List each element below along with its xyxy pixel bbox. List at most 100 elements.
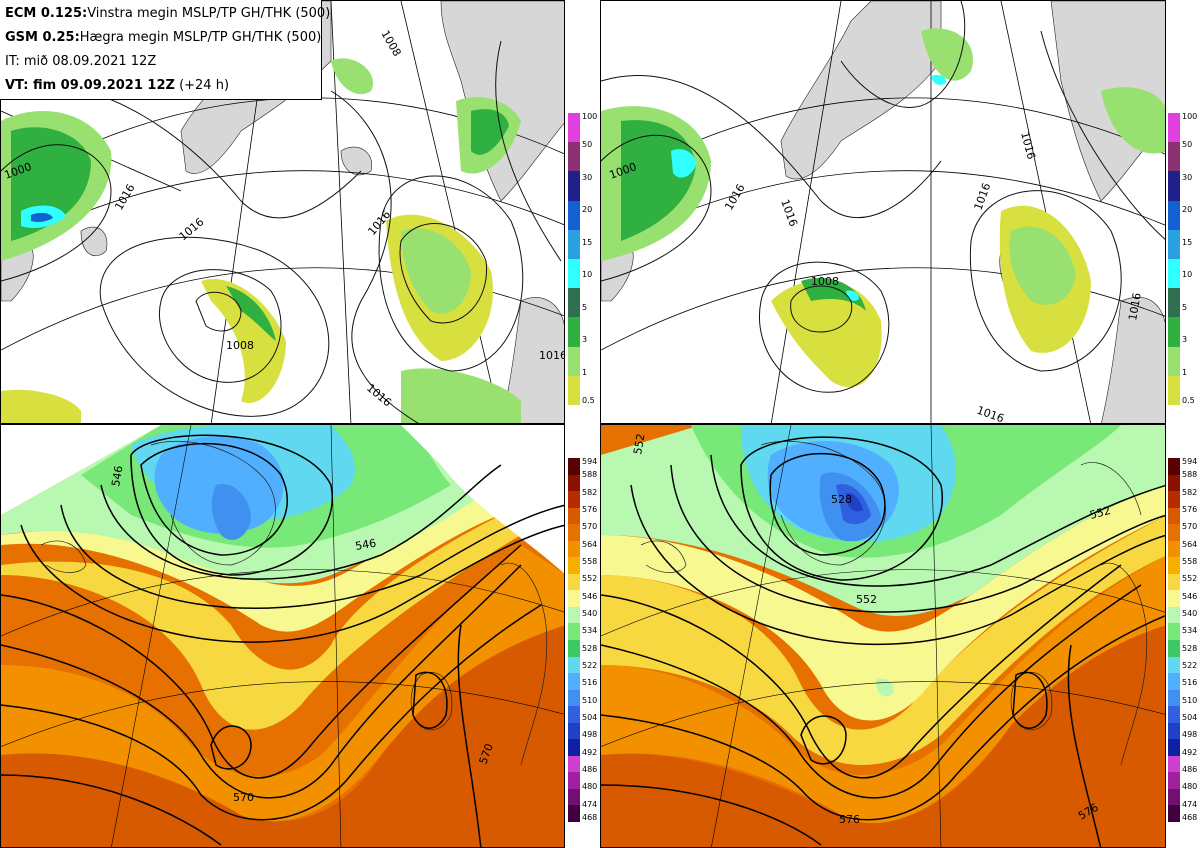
info-line-gsm: GSM 0.25:Hægra megin MSLP/TP GH/THK (500…: [5, 30, 322, 45]
colorbar-swatch: [1168, 171, 1180, 202]
colorbar-label: 480: [582, 782, 598, 792]
colorbar-label: 50: [1182, 140, 1193, 150]
thickness-label: 552: [1088, 504, 1112, 522]
colorbar-swatch: [568, 788, 580, 806]
no-data-area: [1, 425, 161, 515]
colorbar-label: 534: [582, 626, 598, 636]
colorbar-label: 474: [582, 799, 598, 809]
colorbar-swatch: [568, 557, 580, 575]
colorbar-swatch: [568, 722, 580, 740]
isobar-label: 1016: [778, 198, 800, 229]
colorbar-swatch: [568, 805, 580, 823]
thickness-label: 546: [109, 465, 125, 488]
colorbar-swatch: [1168, 259, 1180, 289]
colorbar-swatch: [1168, 346, 1180, 377]
colorbar-swatch: [1168, 474, 1180, 492]
colorbar-swatch: [568, 623, 580, 641]
ecm-mslp-map-canvas: 1000 1008 1016 1016 1016 1008 1016 1016: [1, 1, 565, 423]
colorbar-swatch: [568, 606, 580, 624]
colorbar-swatch: [568, 656, 580, 674]
colorbar-swatch: [1168, 623, 1180, 641]
colorbar-label: 588: [1182, 470, 1198, 480]
colorbar-label: 498: [582, 730, 598, 740]
colorbar-label: 30: [582, 172, 593, 182]
colorbar-label: 30: [1182, 172, 1193, 182]
colorbar-swatch: [568, 317, 580, 348]
colorbar-label: 582: [1182, 487, 1198, 497]
colorbar-label: 5: [582, 302, 588, 312]
colorbar-swatch: [568, 259, 580, 289]
thickness-colorbar-left: 594 588 582 576 570 564 558 552 546 540 534 528 522 5…: [568, 458, 600, 823]
thickness-label: 528: [831, 493, 852, 506]
no-data-area: [401, 425, 564, 574]
colorbar-swatch: [1168, 288, 1180, 318]
graticule: [601, 425, 1165, 847]
colorbar-label: 516: [582, 678, 598, 688]
colorbar-swatch: [568, 772, 580, 790]
colorbar-label: 558: [1182, 557, 1198, 566]
colorbar-swatch: [1168, 656, 1180, 674]
gsm-thickness-map: 552 528 552 552 576 576: [600, 424, 1166, 848]
colorbar-swatch: [1168, 640, 1180, 658]
colorbar-label: 3: [1182, 335, 1188, 345]
colorbar-swatch: [1168, 689, 1180, 707]
gsm-mslp-precip-map: 1000 1016 1016 1016 1008 1016 1016 1016: [600, 0, 1166, 424]
colorbar-label: 558: [582, 557, 598, 566]
colorbar-label: 15: [582, 237, 593, 247]
colorbar-swatch: [568, 540, 580, 558]
colorbar-label: 522: [1182, 661, 1198, 670]
colorbar-label: 10: [1182, 270, 1193, 280]
precipitation-areas: [1, 58, 521, 423]
thickness-fill-570: [601, 625, 1165, 847]
colorbar-label: 564: [1182, 539, 1198, 549]
contour-labels: 546 546 570 570: [109, 465, 496, 804]
thickness-fill-552: [1, 515, 521, 730]
colorbar-label: 468: [1182, 813, 1198, 822]
thickness-label: 552: [856, 593, 877, 606]
colorbar-label: 510: [582, 695, 598, 705]
colorbar-label: 492: [582, 747, 598, 757]
isobar-label: 1016: [177, 215, 207, 243]
colorbar-swatch: [568, 229, 580, 260]
colorbar-swatch: [1168, 317, 1180, 348]
colorbar-swatch: [568, 113, 580, 143]
colorbar-label: 50: [582, 140, 593, 150]
colorbar-label: 546: [582, 591, 598, 601]
colorbar-swatch: [568, 474, 580, 492]
colorbar-label: 498: [1182, 730, 1198, 740]
colorbar-label: 0.5: [582, 396, 595, 405]
thickness-label: 570: [233, 791, 254, 804]
colorbar-label: 100: [1182, 112, 1198, 121]
coastlines: [640, 440, 1148, 766]
colorbar-swatch: [1168, 229, 1180, 260]
colorbar-swatch: [1168, 507, 1180, 525]
colorbar-label: 534: [1182, 626, 1198, 636]
ecm-thickness-map-canvas: 546 546 570 570: [1, 425, 564, 847]
colorbar-swatch: [1168, 706, 1180, 724]
colorbar-label: 570: [1182, 522, 1198, 532]
colorbar-label: 552: [1182, 574, 1198, 584]
colorbar-label: 468: [582, 813, 598, 822]
colorbar-swatch: [568, 573, 580, 591]
colorbar-label: 20: [582, 205, 593, 215]
thickness-fill-570: [1, 625, 564, 847]
colorbar-swatch: [568, 458, 580, 476]
colorbar-swatch: [1168, 722, 1180, 740]
colorbar-label: 528: [582, 643, 598, 653]
colorbar-label: 492: [1182, 747, 1198, 757]
colorbar-label: 576: [582, 505, 598, 514]
info-line-initial-time: IT: mið 08.09.2021 12Z: [5, 54, 157, 69]
colorbar-swatch: [568, 491, 580, 509]
colorbar-swatch: [1168, 540, 1180, 558]
colorbar-label: 570: [582, 522, 598, 532]
colorbar-swatch: [568, 706, 580, 724]
isobar-label: 1016: [539, 349, 565, 362]
thickness-fill-498: [846, 492, 863, 512]
colorbar-swatch: [1168, 524, 1180, 542]
colorbar-swatch: [568, 346, 580, 377]
colorbar-label: 588: [582, 470, 598, 480]
colorbar-label: 504: [582, 713, 598, 722]
info-line-ecm: ECM 0.125:Vinstra megin MSLP/TP GH/THK (…: [5, 6, 331, 21]
isobar-label: 1016: [364, 381, 394, 409]
colorbar-swatch: [1168, 200, 1180, 231]
